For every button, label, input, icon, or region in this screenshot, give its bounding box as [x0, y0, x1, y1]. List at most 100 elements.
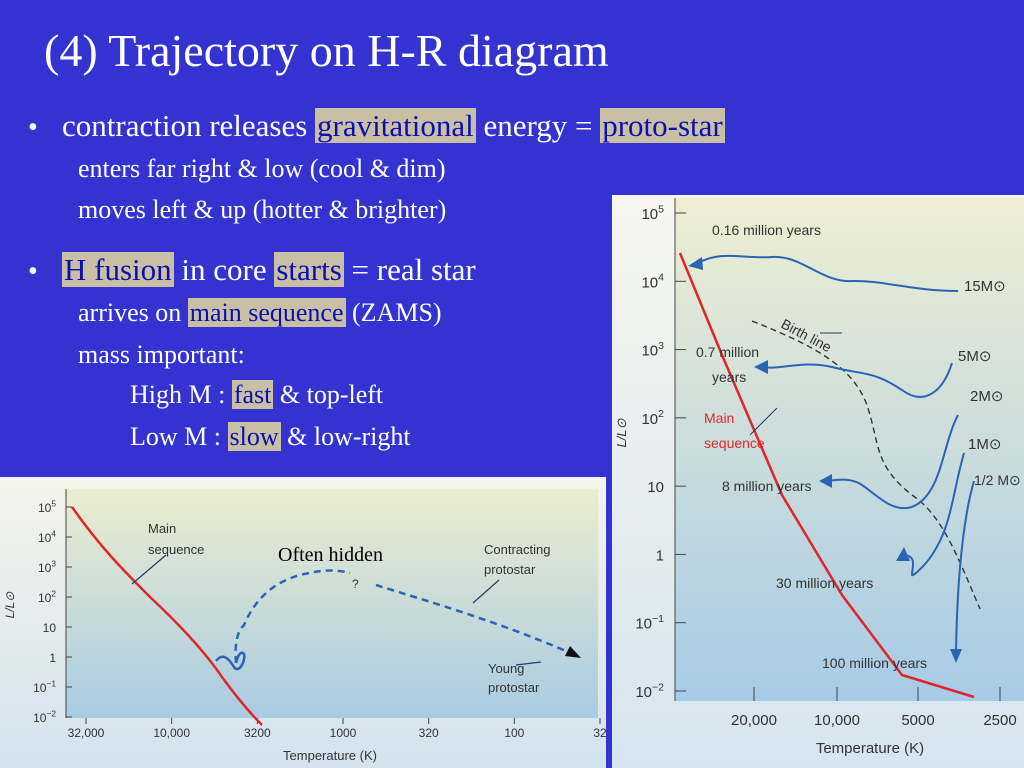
- left-y-axis-label: L/L⊙: [3, 591, 17, 619]
- low-post: & low-right: [280, 422, 411, 451]
- mass-label-half: 1/2 M⊙: [974, 472, 1021, 488]
- left-x-tick-label: 3200: [244, 726, 271, 740]
- left-main-sequence-line: [70, 506, 263, 726]
- left-plot-area: [66, 489, 598, 718]
- protostar-hr-diagram: 105 104 103 102 10 1 10−1 10−2 32,000 10,000 3200…: [0, 477, 606, 768]
- bullet-2-sub-1: arrives on main sequence (ZAMS): [78, 298, 442, 328]
- contracting-pointer: [472, 579, 500, 604]
- bullet-1-line: contraction releases gravitational energ…: [62, 108, 725, 144]
- slide-title: (4) Trajectory on H-R diagram: [44, 25, 609, 76]
- label-30-million-years: 30 million years: [776, 575, 873, 591]
- birth-line: [751, 320, 981, 610]
- track-half-arrow-icon: [950, 649, 962, 663]
- left-label-main: Main: [148, 521, 176, 536]
- left-x-tick-label: 10,000: [153, 726, 190, 740]
- high-pre: High M :: [130, 380, 232, 409]
- right-label-main: Main: [704, 410, 734, 426]
- left-x-ticks: 32,000 10,000 3200 1000 320 100 32: [68, 718, 606, 740]
- young-label-2: protostar: [488, 680, 540, 695]
- main-seq-pointer: [131, 554, 167, 585]
- left-x-tick-label: 1000: [330, 726, 357, 740]
- high-mass-line: High M : fast & top-left: [130, 380, 383, 410]
- mass-label-1: 1M⊙: [968, 436, 1001, 453]
- left-y-tick-label: 105: [38, 499, 56, 515]
- track-1-msun: [901, 452, 965, 577]
- right-y-tick-label: 104: [641, 272, 664, 292]
- bullet-marker: •: [28, 256, 38, 287]
- sub-1-pre: arrives on: [78, 298, 188, 327]
- left-y-tick-label: 10−2: [33, 709, 56, 725]
- right-y-tick-label: 105: [641, 203, 664, 223]
- right-y-tick-label: 10: [647, 479, 664, 496]
- label-8-million-years: 8 million years: [722, 478, 811, 494]
- low-mass-line: Low M : slow & low-right: [130, 422, 411, 452]
- bullet-1-pre: contraction releases: [62, 108, 316, 143]
- right-x-tick-label: 2500: [983, 712, 1016, 729]
- mass-label-2: 2M⊙: [970, 388, 1003, 405]
- left-x-tick-label: 320: [419, 726, 439, 740]
- young-label-1: Young: [488, 661, 524, 676]
- mass-label-5: 5M⊙: [958, 348, 991, 365]
- left-y-tick-label: 1: [49, 651, 56, 665]
- highlight-slow: slow: [227, 422, 281, 451]
- right-y-tick-label: 103: [641, 340, 664, 360]
- young-pointer: [515, 661, 542, 666]
- label-years: years: [712, 369, 746, 385]
- right-main-seq-pointer: [749, 407, 778, 436]
- left-y-tick-label: 102: [38, 589, 56, 605]
- track-15-arrow-icon: [688, 257, 703, 270]
- track-5-msun: [761, 362, 953, 398]
- hidden-protostar-track: [234, 569, 351, 664]
- highlight-main-sequence: main sequence: [187, 298, 346, 327]
- bullet-marker: •: [28, 112, 38, 143]
- track-2-arrow-icon: [819, 474, 832, 488]
- left-x-tick-label: 32,000: [68, 726, 105, 740]
- left-y-tick-label: 10−1: [33, 679, 56, 695]
- bullet-1-mid: energy =: [475, 108, 601, 143]
- left-x-tick-label: 32: [593, 726, 606, 740]
- right-y-tick-label: 102: [641, 408, 664, 428]
- high-post: & top-left: [273, 380, 384, 409]
- right-x-tick-label: 5000: [901, 712, 934, 729]
- left-label-sequence: sequence: [148, 542, 204, 557]
- right-x-tick-label: 20,000: [731, 712, 777, 729]
- left-y-tick-label: 104: [38, 529, 56, 545]
- track-arrowhead-icon: [565, 646, 581, 658]
- right-y-axis-label: L/L⊙: [614, 418, 629, 447]
- question-mark: ?: [352, 577, 359, 591]
- low-pre: Low M :: [130, 422, 228, 451]
- right-y-tick-label: 10−1: [635, 613, 664, 633]
- label-100-million-years: 100 million years: [822, 655, 927, 671]
- highlight-gravitational: gravitational: [315, 108, 476, 143]
- pre-main-sequence-tracks-diagram: 105 104 103 102 10 1 10−1 10−2 20,000 10,000 5000…: [612, 195, 1024, 768]
- bullet-2-sub-2: mass important:: [78, 340, 245, 369]
- right-main-sequence-line: [678, 252, 975, 699]
- highlight-fast: fast: [231, 380, 274, 409]
- right-x-axis-label: Temperature (K): [816, 740, 924, 757]
- highlight-h-fusion: H fusion: [62, 252, 174, 287]
- right-y-tick-label: 1: [656, 547, 664, 564]
- sub-1-post: (ZAMS): [345, 298, 442, 327]
- right-x-tick-label: 10,000: [814, 712, 860, 729]
- track-2-msun: [826, 414, 959, 510]
- label-0-7-million: 0.7 million: [696, 344, 759, 360]
- track-15-msun: [697, 254, 959, 292]
- bullet-1-sub-2: moves left & up (hotter & brighter): [78, 195, 447, 224]
- highlight-proto-star: proto-star: [600, 108, 725, 143]
- right-x-ticks: 20,000 10,000 5000 2500: [731, 687, 1017, 729]
- left-y-tick-label: 103: [38, 559, 56, 575]
- bullet-2-mid: in core: [173, 252, 275, 287]
- left-y-tick-label: 10: [43, 621, 57, 635]
- bullet-2-post: = real star: [343, 252, 476, 287]
- young-protostar-loop: [215, 651, 246, 671]
- often-hidden-label: Often hidden: [278, 544, 383, 566]
- highlight-starts: starts: [274, 252, 344, 287]
- contracting-label-2: protostar: [484, 562, 536, 577]
- contracting-protostar-track: [375, 583, 576, 657]
- left-x-tick-label: 100: [504, 726, 524, 740]
- mass-label-15: 15M⊙: [964, 278, 1006, 295]
